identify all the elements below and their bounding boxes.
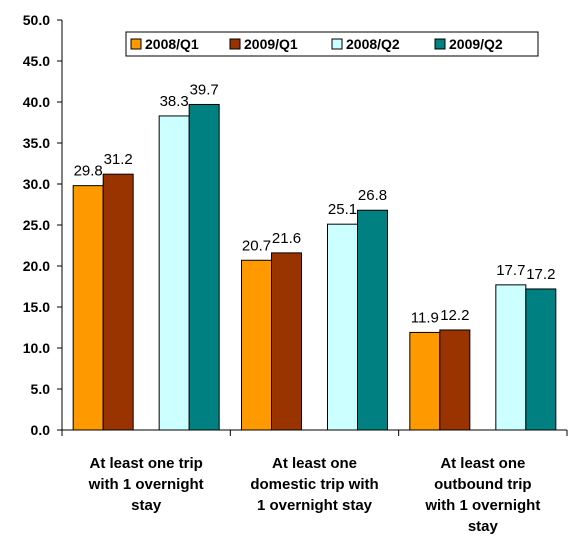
y-tick-label: 5.0 (31, 381, 51, 397)
bar-2008-q1-1 (72, 185, 104, 431)
legend-label: 2009/Q2 (449, 36, 503, 52)
category-label: stay (131, 497, 162, 514)
legend-swatch (434, 38, 446, 50)
data-label: 38.3 (160, 93, 189, 110)
data-label: 20.7 (242, 237, 271, 254)
data-label: 21.6 (272, 230, 301, 247)
bar-2008-q2-2 (327, 223, 358, 431)
y-tick-label: 0.0 (31, 422, 51, 438)
legend-swatch (331, 38, 343, 50)
legend-swatch (229, 38, 241, 50)
bars (72, 103, 557, 431)
y-tick-label: 30.0 (23, 176, 50, 192)
y-axis: 0.0 5.0 10.0 15.0 20.0 25.0 30.0 35.0 40.0 45.0 50… (23, 12, 63, 438)
y-tick-label: 15.0 (23, 299, 50, 315)
category-label: At least one (440, 455, 525, 472)
bar-2008-q2-3 (495, 284, 527, 431)
y-tick-label: 25.0 (23, 217, 50, 233)
y-tick-label: 50.0 (23, 12, 50, 28)
y-tick-label: 40.0 (23, 94, 50, 110)
data-label: 12.2 (440, 307, 469, 324)
category-label: domestic trip with (250, 476, 378, 493)
y-tick-label: 20.0 (23, 258, 50, 274)
data-label: 11.9 (411, 309, 439, 326)
data-labels: 29.831.2 38.339.7 20.7 21.6 25.126.8 11.9 12.2… (74, 81, 556, 326)
category-label: stay (468, 518, 499, 535)
data-label: 25.1 (328, 201, 357, 218)
y-tick-label: 45.0 (23, 53, 50, 69)
category-label: At least one (272, 455, 357, 472)
data-label: 26.8 (358, 187, 387, 204)
category-label: with 1 overnight (88, 476, 204, 493)
bar-2009-q2-2 (357, 209, 388, 431)
data-label: 29.8 (74, 163, 103, 180)
x-axis (61, 429, 568, 436)
legend: 2008/Q1 2009/Q1 2008/Q2 2009/Q2 (125, 31, 539, 57)
y-tick-label: 10.0 (23, 340, 50, 356)
category-label: At least one trip (89, 455, 202, 472)
bar-2009-q1-1 (102, 173, 134, 431)
category-label: outbound trip (434, 476, 531, 493)
legend-label: 2009/Q1 (244, 36, 298, 52)
data-label: 31.2 (104, 151, 133, 168)
legend-swatch (130, 38, 142, 50)
category-label: 1 overnight stay (257, 497, 373, 514)
y-tick-label: 35.0 (23, 135, 50, 151)
bar-2008-q2-1 (158, 115, 190, 431)
data-label: 17.2 (526, 266, 555, 283)
bar-2008-q1-2 (241, 259, 272, 431)
bar-2009-q1-3 (439, 329, 471, 431)
legend-label: 2008/Q1 (145, 36, 199, 52)
category-label: with 1 overnight (424, 497, 540, 514)
data-label: 17.7 (496, 262, 525, 279)
bar-2009-q2-1 (188, 103, 220, 431)
data-label: 39.7 (190, 81, 219, 98)
bar-2008-q1-3 (409, 331, 441, 431)
bar-2009-q1-2 (271, 252, 302, 431)
legend-label: 2008/Q2 (346, 36, 400, 52)
bar-2009-q2-3 (525, 288, 557, 431)
category-labels: At least one trip with 1 overnight stay At … (88, 455, 541, 535)
